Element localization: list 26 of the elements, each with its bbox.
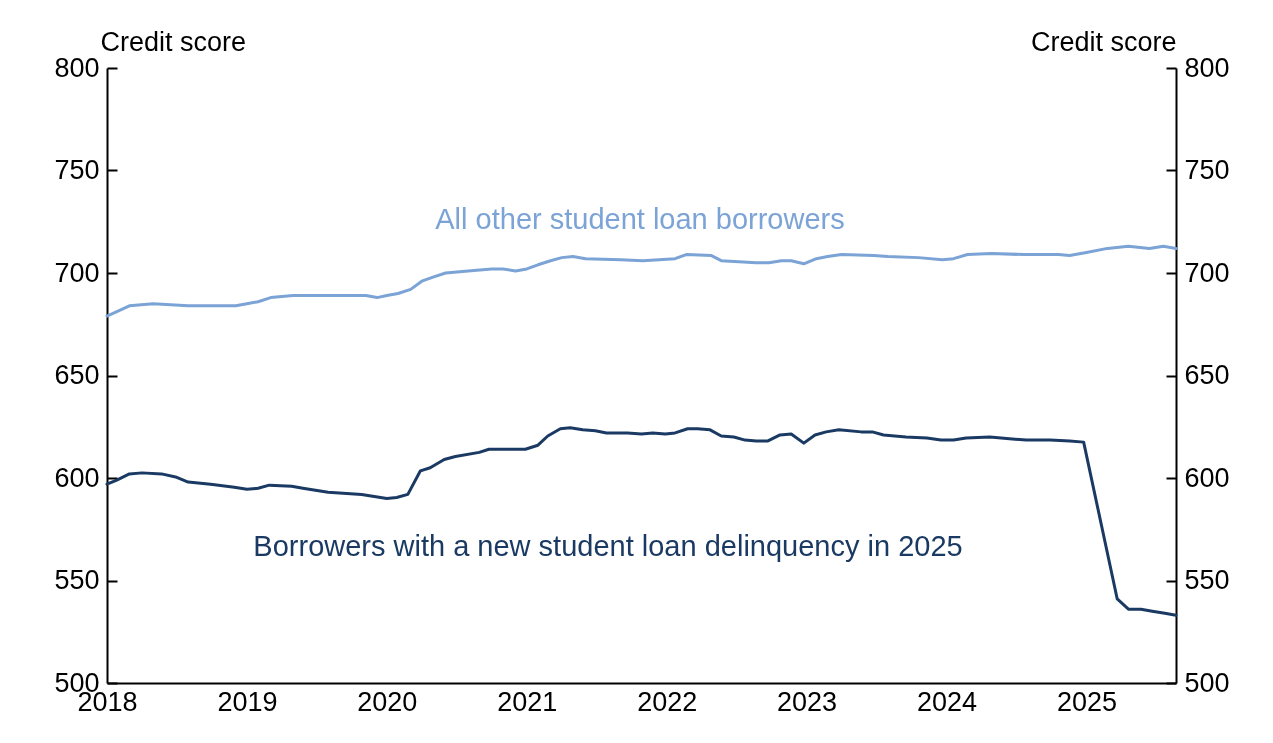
y-tick-label: 650	[54, 360, 100, 390]
x-tick-label: 2020	[357, 686, 418, 717]
y2-tick-label: 700	[1184, 257, 1230, 288]
y2-tick-label: 750	[1184, 155, 1230, 185]
y2-tick-label: 550	[1184, 565, 1230, 595]
line-series	[105, 244, 1178, 318]
x-tick-label: 2021	[497, 686, 558, 717]
line-series	[105, 426, 1178, 617]
x-tick-label: 2023	[777, 686, 838, 717]
y-axis-title: Credit score	[100, 26, 247, 57]
series-label: All other student loan borrowers	[435, 203, 845, 235]
y-tick-label: 750	[54, 155, 100, 185]
y2-tick-label: 600	[1184, 462, 1230, 493]
y-tick-label: 600	[54, 462, 100, 493]
y-tick-label: 550	[54, 565, 100, 595]
x-tick-label: 2022	[637, 686, 698, 717]
series-label: Borrowers with a new student loan delinquency in 2025	[253, 530, 963, 562]
y2-axis-title: Credit score	[1030, 26, 1177, 57]
y-tick-label: 700	[54, 257, 100, 288]
y2-tick-label: 800	[1184, 52, 1230, 83]
y2-tick-label: 500	[1184, 667, 1230, 698]
y2-tick-label: 650	[1184, 360, 1230, 390]
x-tick-label: 2025	[1056, 686, 1117, 717]
x-tick-label: 2019	[217, 686, 278, 717]
x-tick-label: 2024	[916, 686, 978, 717]
y-tick-label: 800	[54, 52, 100, 83]
